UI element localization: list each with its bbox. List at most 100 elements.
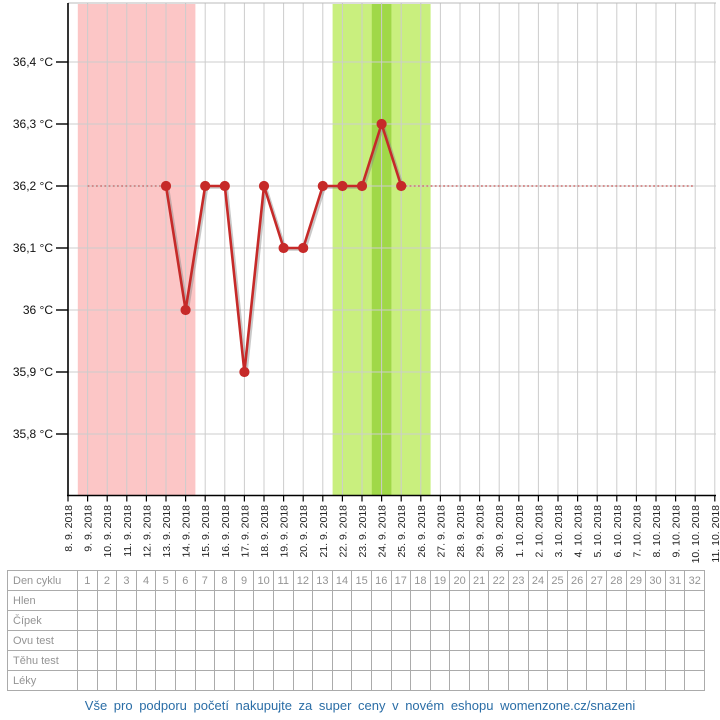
table-row: Čípek [7,610,705,631]
day-number-cell: 31 [664,570,686,591]
entry-cell [214,610,235,631]
entry-cell [312,630,333,651]
x-date-label: 13. 9. 2018 [161,505,173,558]
entry-cell [292,610,314,631]
entry-cell [547,670,568,691]
day-number-cell: 6 [174,570,196,591]
entry-cell [410,670,431,691]
x-date-label: 11. 10. 2018 [710,505,720,563]
entry-cell [253,650,274,671]
entry-cell [272,590,294,611]
x-date-label: 24. 9. 2018 [377,505,389,558]
entry-cell [135,650,157,671]
entry-cell [508,670,529,691]
entry-cell [468,650,490,671]
entry-cell [449,610,470,631]
entry-cell [468,630,490,651]
entry-cell [312,670,333,691]
entry-cell [566,610,588,631]
entry-cell [253,610,274,631]
entry-cell [155,610,176,631]
entry-cell [292,650,314,671]
entry-cell [410,610,431,631]
y-tick-label: 35,8 °C [13,427,53,441]
temp-point [356,180,368,192]
day-number-cell: 3 [116,570,137,591]
day-number-cell: 25 [547,570,568,591]
entry-cell [351,590,372,611]
entry-cell [292,630,314,651]
entry-cell [410,650,431,671]
temp-point [239,366,250,378]
x-date-label: 10. 9. 2018 [102,505,114,558]
day-number-cell: 12 [292,570,314,591]
entry-cell [312,590,333,611]
y-tick-label: 36,4 °C [13,55,53,69]
day-number-cell: 18 [410,570,431,591]
entry-cell [449,590,470,611]
day-number-cell: 27 [586,570,608,591]
day-number-cell: 17 [390,570,412,591]
entry-cell [214,590,235,611]
x-date-label: 16. 9. 2018 [220,505,232,558]
entry-cell [586,670,608,691]
x-date-label: 25. 9. 2018 [396,505,408,558]
row-label: Den cyklu [7,570,78,591]
entry-cell [370,670,392,691]
temp-point [180,304,191,316]
entry-cell [370,590,392,611]
footer-promo-link[interactable]: Vše pro podporu početí nakupujte za supe… [84,698,636,713]
row-label: Hlen [7,590,78,611]
entry-cell [586,610,608,631]
x-date-label: 23. 9. 2018 [357,505,369,558]
day-number-cell: 21 [468,570,490,591]
day-number-cell: 9 [233,570,255,591]
entry-cell [77,670,98,691]
entry-cell [116,590,137,611]
entry-cell [233,650,255,671]
entry-cell [429,670,451,691]
entry-cell [155,590,176,611]
entry-cell [488,650,510,671]
row-label: Ovu test [7,630,78,651]
day-number-cell: 11 [272,570,294,591]
entry-cell [664,610,686,631]
x-date-label: 5. 10. 2018 [592,505,604,558]
table-row: Léky [7,670,705,691]
entry-cell [429,610,451,631]
entry-cell [468,590,490,611]
entry-cell [645,650,666,671]
entry-cell [566,650,588,671]
x-date-label: 10. 10. 2018 [690,505,702,564]
entry-cell [135,610,157,631]
x-date-label: 7. 10. 2018 [631,505,643,558]
day-number-cell: 5 [155,570,176,591]
entry-cell [272,630,294,651]
entry-cell [155,650,176,671]
entry-cell [96,630,118,651]
day-number-cell: 2 [96,570,118,591]
entry-cell [606,610,627,631]
entry-cell [684,650,705,671]
entry-cell [390,590,412,611]
entry-cell [351,610,372,631]
entry-cell [155,630,176,651]
entry-cell [174,610,196,631]
entry-cell [625,630,647,651]
entry-cell [645,590,666,611]
day-number-cell: 14 [331,570,353,591]
entry-cell [272,650,294,671]
entry-cell [566,590,588,611]
y-tick-label: 35,9 °C [13,365,53,379]
entry-cell [233,610,255,631]
entry-cell [586,630,608,651]
entry-cell [174,670,196,691]
temp-point [376,118,387,130]
entry-cell [664,630,686,651]
entry-cell [488,590,510,611]
entry-cell [508,610,529,631]
entry-cell [527,590,549,611]
entry-cell [606,670,627,691]
entry-cell [292,670,314,691]
day-number-cell: 10 [253,570,274,591]
